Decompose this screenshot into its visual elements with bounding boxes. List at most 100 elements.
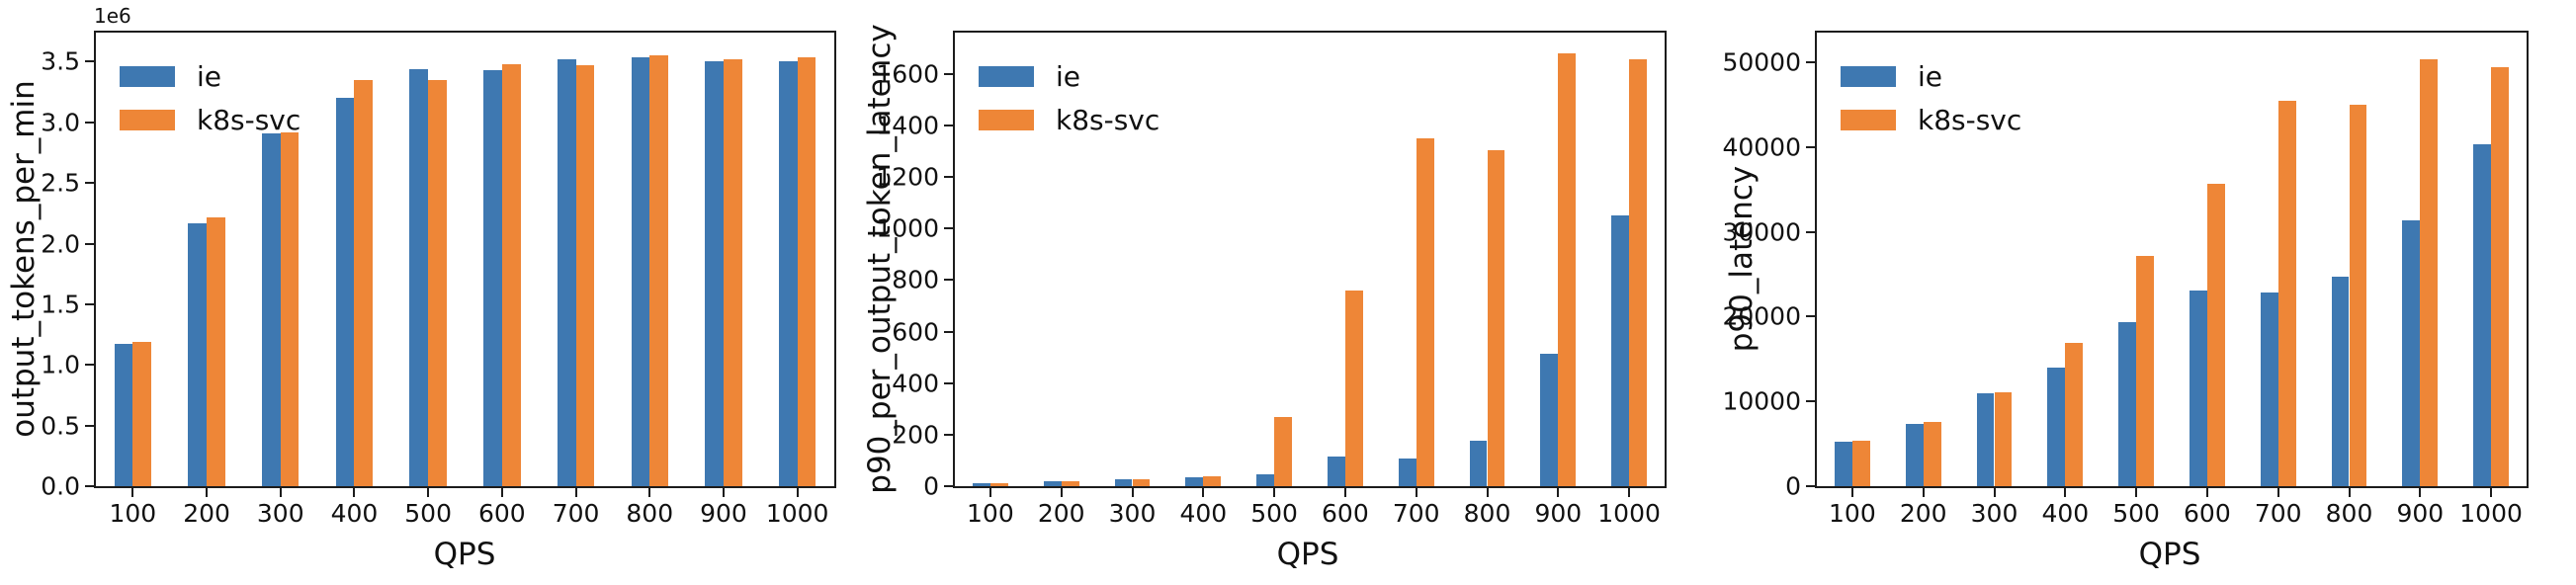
y-tick-label: 30000: [1722, 217, 1801, 247]
bar-k8s-svc: [1416, 138, 1434, 486]
x-tick: [2064, 488, 2067, 497]
y-tick: [1806, 400, 1815, 403]
y-tick-label: 1400: [876, 111, 939, 140]
y-tick: [944, 72, 953, 75]
x-tick: [279, 488, 282, 497]
chart-output-tokens-per-min: 1e6 output_tokens_per_min ie k8s-svc QPS…: [0, 0, 860, 585]
x-tick: [500, 488, 503, 497]
x-tick: [2419, 488, 2422, 497]
x-tick-label: 200: [183, 499, 230, 528]
y-tick-label: 1.0: [41, 350, 80, 379]
x-tick: [1557, 488, 1560, 497]
x-tick-label: 300: [256, 499, 304, 528]
bar-k8s-svc: [2349, 105, 2367, 486]
x-tick-label: 800: [1463, 499, 1511, 528]
y-tick-label: 40000: [1722, 132, 1801, 162]
legend-swatch-ie: [979, 65, 1034, 87]
x-tick: [1415, 488, 1417, 497]
y-tick-label: 20000: [1722, 301, 1801, 331]
bar-ie: [114, 344, 133, 486]
x-tick: [206, 488, 209, 497]
y-tick: [944, 124, 953, 126]
y-tick-label: 400: [892, 369, 939, 398]
bar-ie: [705, 61, 724, 486]
y-tick: [85, 424, 94, 427]
bar-k8s-svc: [2206, 184, 2225, 486]
legend: ie k8s-svc: [979, 54, 1159, 141]
x-tick-label: 600: [2184, 499, 2231, 528]
y-tick: [85, 182, 94, 185]
legend-swatch-ie: [120, 65, 175, 87]
x-tick-label: 400: [330, 499, 379, 528]
x-tick: [1628, 488, 1631, 497]
y-tick-label: 1.5: [41, 290, 80, 319]
plot-area: [953, 31, 1667, 488]
x-tick-label: 1000: [1597, 499, 1661, 528]
bar-ie: [1905, 424, 1924, 486]
y-tick: [85, 60, 94, 63]
bar-ie: [262, 133, 281, 486]
bar-ie: [2331, 277, 2350, 486]
legend-label: k8s-svc: [1056, 103, 1160, 136]
y-tick: [944, 433, 953, 436]
bar-k8s-svc: [1274, 417, 1293, 486]
x-tick-label: 300: [1108, 499, 1157, 528]
bar-k8s-svc: [2136, 256, 2155, 486]
x-tick: [1202, 488, 1205, 497]
legend-label: k8s-svc: [197, 103, 301, 136]
x-tick: [2348, 488, 2351, 497]
bar-k8s-svc: [649, 55, 668, 486]
bar-k8s-svc: [1344, 291, 1363, 486]
chart-p90-latency: p90_latency ie k8s-svc QPS 0 10000 20000 30…: [1720, 0, 2576, 585]
y-tick-label: 800: [892, 265, 939, 294]
bar-ie: [2260, 292, 2278, 486]
bar-k8s-svc: [280, 132, 300, 486]
x-tick: [988, 488, 991, 497]
y-tick-label: 600: [892, 317, 939, 347]
bar-k8s-svc: [354, 80, 374, 486]
y-tick-label: 1000: [876, 213, 939, 243]
bar-ie: [1469, 441, 1488, 486]
x-tick-label: 500: [2112, 499, 2160, 528]
y-axis-offset-label: 1e6: [94, 4, 131, 28]
y-tick: [85, 364, 94, 367]
x-axis-label: QPS: [1276, 537, 1339, 572]
y-tick-label: 3.5: [41, 46, 80, 76]
bar-k8s-svc: [207, 217, 225, 486]
x-tick-label: 1000: [2459, 499, 2523, 528]
x-tick-label: 100: [109, 499, 157, 528]
x-tick-label: 700: [1392, 499, 1440, 528]
bar-k8s-svc: [2277, 101, 2296, 486]
y-tick: [944, 227, 953, 230]
y-tick-label: 2.5: [41, 168, 80, 198]
bar-ie: [1611, 215, 1630, 486]
legend-item-k8s-svc: k8s-svc: [979, 98, 1159, 141]
x-tick-label: 600: [477, 499, 526, 528]
x-tick: [1850, 488, 1853, 497]
bar-k8s-svc: [501, 64, 521, 486]
bar-ie: [483, 70, 502, 486]
x-tick-label: 900: [700, 499, 747, 528]
legend: ie k8s-svc: [1841, 54, 2021, 141]
legend-item-k8s-svc: k8s-svc: [120, 98, 301, 141]
x-tick: [1273, 488, 1276, 497]
legend-swatch-k8s-svc: [979, 109, 1034, 130]
x-axis-label: QPS: [433, 537, 496, 572]
x-tick-label: 200: [1037, 499, 1085, 528]
bar-ie: [1114, 479, 1133, 486]
bar-k8s-svc: [1203, 476, 1222, 486]
y-tick-label: 1600: [876, 59, 939, 89]
bar-ie: [1185, 477, 1204, 486]
legend-item-k8s-svc: k8s-svc: [1841, 98, 2021, 141]
x-tick-label: 400: [1179, 499, 1228, 528]
x-tick-label: 100: [967, 499, 1014, 528]
x-tick-label: 100: [1829, 499, 1876, 528]
y-tick-label: 0: [1785, 471, 1801, 501]
x-tick: [427, 488, 430, 497]
bar-k8s-svc: [989, 483, 1008, 486]
bar-ie: [1540, 354, 1559, 486]
bar-k8s-svc: [1923, 422, 1941, 486]
bar-k8s-svc: [1558, 53, 1577, 486]
bar-k8s-svc: [2491, 67, 2510, 486]
x-tick: [1922, 488, 1925, 497]
